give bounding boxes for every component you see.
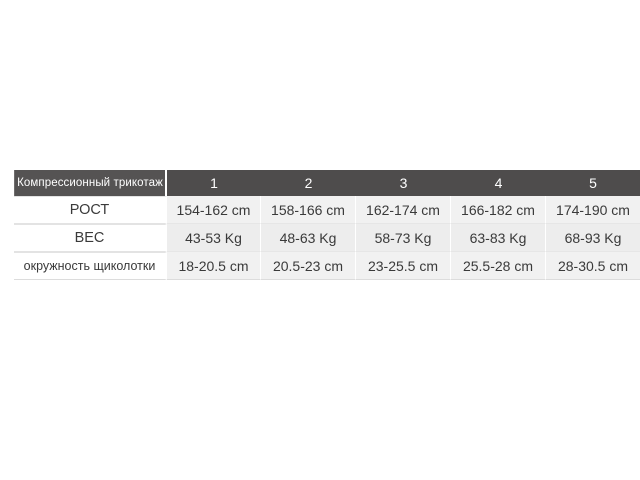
table-header: Компрессионный трикотаж 1 2 3 4 5 [14, 170, 640, 196]
cell-weight-size-4: 63-83 Kg [451, 224, 546, 252]
table-row-ankle-circumference: окружность щиколотки 18-20.5 cm 20.5-23 … [14, 252, 640, 280]
cell-ankle-size-3: 23-25.5 cm [356, 252, 451, 280]
header-cell-size-5: 5 [546, 170, 640, 196]
cell-height-size-5: 174-190 cm [546, 196, 640, 224]
size-chart-container: Компрессионный трикотаж 1 2 3 4 5 РОСТ 1… [14, 170, 640, 280]
row-label-height: РОСТ [14, 196, 167, 224]
table-body: РОСТ 154-162 cm 158-166 cm 162-174 cm 16… [14, 196, 640, 280]
header-cell-size-4: 4 [451, 170, 546, 196]
header-cell-size-2: 2 [261, 170, 356, 196]
cell-ankle-size-5: 28-30.5 cm [546, 252, 640, 280]
cell-weight-size-1: 43-53 Kg [167, 224, 261, 252]
cell-ankle-size-2: 20.5-23 cm [261, 252, 356, 280]
table-row-height: РОСТ 154-162 cm 158-166 cm 162-174 cm 16… [14, 196, 640, 224]
header-cell-size-3: 3 [356, 170, 451, 196]
header-row: Компрессионный трикотаж 1 2 3 4 5 [14, 170, 640, 196]
cell-height-size-3: 162-174 cm [356, 196, 451, 224]
cell-ankle-size-4: 25.5-28 cm [451, 252, 546, 280]
cell-ankle-size-1: 18-20.5 cm [167, 252, 261, 280]
cell-height-size-2: 158-166 cm [261, 196, 356, 224]
cell-height-size-1: 154-162 cm [167, 196, 261, 224]
row-label-ankle-circumference: окружность щиколотки [14, 252, 167, 280]
cell-weight-size-5: 68-93 Kg [546, 224, 640, 252]
header-cell-product-label: Компрессионный трикотаж [14, 170, 167, 196]
cell-height-size-4: 166-182 cm [451, 196, 546, 224]
header-cell-size-1: 1 [167, 170, 261, 196]
size-chart-table: Компрессионный трикотаж 1 2 3 4 5 РОСТ 1… [14, 170, 640, 280]
row-label-weight: ВЕС [14, 224, 167, 252]
cell-weight-size-2: 48-63 Kg [261, 224, 356, 252]
table-row-weight: ВЕС 43-53 Kg 48-63 Kg 58-73 Kg 63-83 Kg … [14, 224, 640, 252]
cell-weight-size-3: 58-73 Kg [356, 224, 451, 252]
